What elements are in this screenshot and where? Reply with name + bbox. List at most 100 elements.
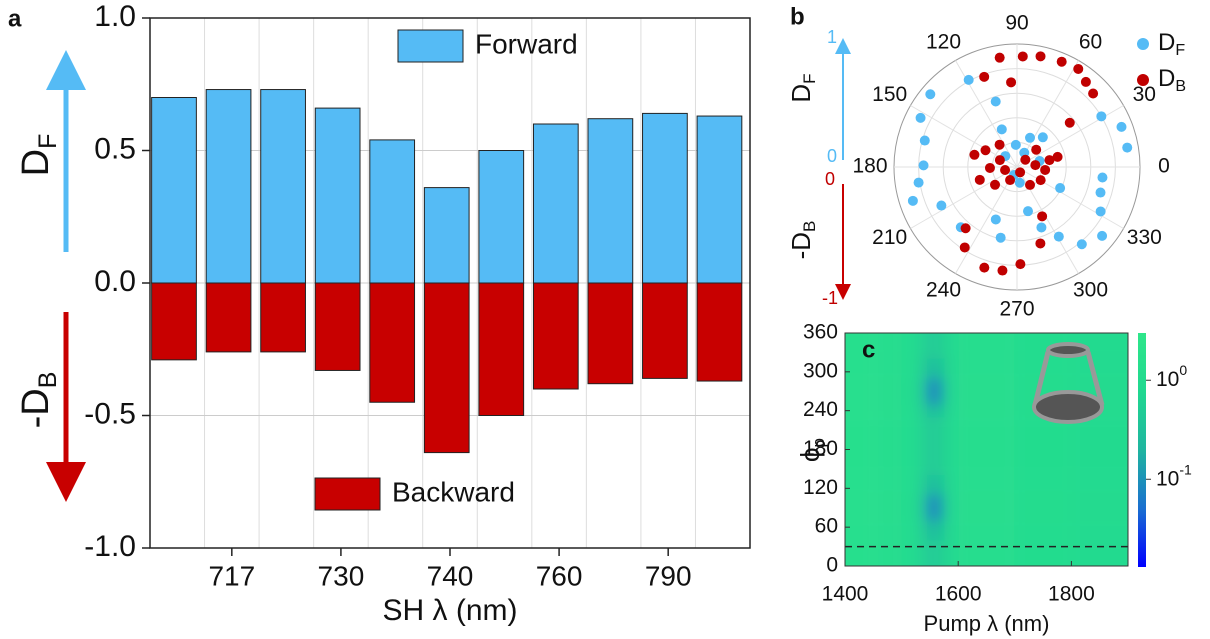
point — [915, 112, 926, 123]
heatmap-cell — [901, 417, 919, 476]
angle-tick-label: 30 — [1133, 83, 1156, 106]
point — [1040, 164, 1051, 175]
heatmap-cell — [958, 520, 1015, 541]
heatmap-cell — [918, 494, 928, 508]
y-tick-label: 0.5 — [94, 132, 136, 165]
point — [1064, 117, 1075, 128]
heatmap-cell — [1071, 520, 1128, 541]
point — [1035, 238, 1046, 249]
bar — [532, 123, 579, 284]
icon-cone — [1032, 351, 1105, 406]
side-tick-label: 1 — [827, 27, 837, 47]
heatmap — [845, 333, 1128, 566]
bar — [587, 282, 634, 385]
heatmap-cell — [927, 540, 936, 566]
plot-frame — [149, 17, 751, 549]
heatmap-cell — [845, 520, 874, 541]
bar — [696, 115, 743, 284]
angle-tick-label: 150 — [872, 83, 907, 106]
point — [1122, 142, 1133, 153]
heatmap-cell — [845, 333, 874, 359]
heatmap-cell — [927, 378, 936, 392]
axis-label: DB — [1158, 65, 1186, 95]
icon-base — [1032, 390, 1104, 424]
y-tick-label: 0 — [826, 554, 838, 577]
heatmap-cell — [901, 507, 919, 521]
point — [1020, 154, 1031, 165]
point — [918, 160, 929, 171]
heatmap-cell — [958, 507, 1015, 521]
label-sub: B — [34, 372, 62, 389]
angle-tick-label: 180 — [852, 155, 887, 178]
bar — [369, 139, 416, 284]
heatmap-cell — [901, 378, 919, 392]
label-main: D — [1158, 65, 1175, 92]
point — [997, 265, 1008, 276]
heatmap-cell — [873, 475, 902, 495]
heatmap-cell — [927, 358, 936, 379]
point — [1037, 132, 1048, 143]
label-exponent: -1 — [1179, 461, 1192, 477]
heatmap-cell — [935, 358, 945, 379]
heatmap-cell — [873, 540, 902, 566]
point — [1025, 132, 1036, 143]
point — [907, 195, 918, 206]
bar — [642, 112, 688, 284]
label-main: D — [786, 84, 816, 103]
heatmap-cell — [935, 494, 945, 508]
angle-tick-label: 120 — [926, 31, 961, 54]
y-tick-label: 60 — [815, 515, 838, 538]
heatmap-cell — [935, 391, 945, 405]
x-tick-label: 790 — [645, 560, 692, 591]
heatmap-cell — [1071, 358, 1128, 379]
label-sub: F — [800, 73, 819, 83]
heatmap-cell — [918, 540, 928, 566]
heatmap-cell — [927, 507, 936, 521]
heatmap-cell — [845, 378, 874, 392]
angle-tick-label: 330 — [1127, 226, 1162, 249]
point — [1053, 231, 1064, 242]
heatmap-cell — [927, 391, 936, 405]
side-tick-label: 0 — [825, 169, 835, 189]
label-sub: B — [1175, 78, 1186, 95]
axis-label: -DB — [15, 372, 62, 429]
y-tick-label: 1.0 — [94, 0, 136, 33]
point — [979, 71, 990, 82]
colorbar — [1138, 333, 1146, 567]
bar — [423, 187, 470, 284]
heatmap-cell — [901, 475, 919, 495]
axis-label: ϕp — [795, 438, 829, 462]
point — [1095, 187, 1106, 198]
label-main: 10 — [1156, 467, 1179, 490]
heatmap-cell — [944, 404, 959, 418]
heatmap-cell — [1071, 475, 1128, 495]
heatmap-cell — [918, 520, 928, 541]
point — [1030, 160, 1041, 171]
label-exponent: 0 — [1179, 362, 1187, 378]
label-main: -D — [786, 232, 816, 259]
y-tick-label: -1.0 — [84, 530, 136, 563]
heatmap-cell — [1014, 417, 1072, 476]
grid-spoke — [1016, 166, 1124, 229]
point — [1025, 179, 1036, 190]
point — [1031, 144, 1042, 155]
heatmap-cell — [944, 494, 959, 508]
angle-tick-label: 210 — [872, 226, 907, 249]
heatmap-cell — [1014, 507, 1072, 521]
bar — [314, 107, 361, 284]
point — [1036, 222, 1047, 233]
heatmap-cell — [845, 507, 874, 521]
bar — [205, 89, 252, 284]
point — [1116, 121, 1127, 132]
heatmap-cell — [1014, 494, 1072, 508]
axis-label: DF — [1158, 29, 1185, 59]
label-main: 10 — [1156, 368, 1179, 391]
axis-label: DF — [15, 134, 62, 177]
heatmap-cell — [901, 520, 919, 541]
heatmap-cell — [901, 494, 919, 508]
heatmap-cell — [918, 358, 928, 379]
heatmap-cell — [958, 358, 1015, 379]
label-sub: F — [1175, 42, 1185, 59]
grid-spoke — [955, 166, 1018, 274]
angle-tick-label: 270 — [999, 298, 1034, 321]
